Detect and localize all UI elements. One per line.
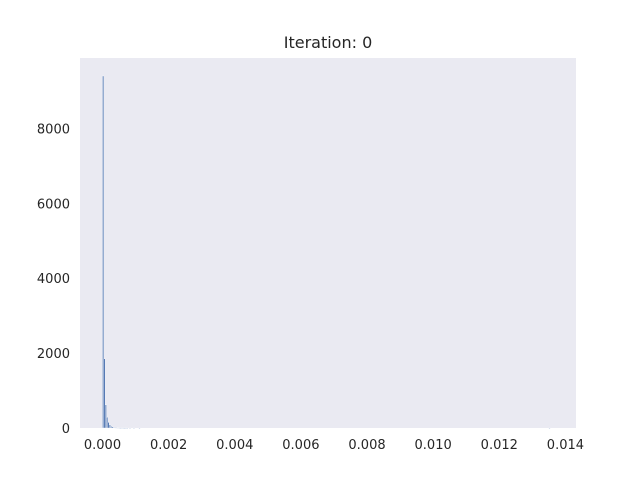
x-tick-label: 0.000 — [84, 438, 121, 453]
histogram-bar — [111, 426, 114, 429]
y-tick-label: 8000 — [37, 122, 70, 137]
chart-title: Iteration: 0 — [284, 33, 373, 52]
histogram-bar — [133, 427, 135, 429]
y-axis-ticks: 0 2000 4000 6000 8000 — [37, 122, 70, 437]
y-tick-label: 4000 — [37, 272, 70, 287]
histogram-bar — [107, 422, 110, 429]
y-tick-label: 2000 — [37, 347, 70, 362]
plot-area — [80, 58, 576, 428]
histogram-bars — [102, 75, 551, 429]
y-tick-label: 0 — [62, 422, 70, 437]
histogram-bar — [108, 424, 111, 429]
histogram-bar — [121, 427, 123, 429]
histogram-bar — [548, 427, 551, 429]
histogram-bar — [104, 404, 107, 429]
x-axis-ticks: 0.000 0.002 0.004 0.006 0.008 0.010 0.012 0.014 — [84, 438, 584, 453]
histogram-bar — [126, 427, 129, 429]
histogram-bar — [103, 358, 106, 429]
histogram-bar — [129, 427, 131, 429]
histogram-bar — [118, 427, 121, 429]
histogram-bar — [114, 427, 117, 429]
x-tick-label: 0.002 — [150, 438, 187, 453]
histogram-bar — [122, 427, 125, 429]
x-tick-label: 0.010 — [415, 438, 452, 453]
x-tick-label: 0.004 — [216, 438, 253, 453]
x-tick-label: 0.006 — [282, 438, 319, 453]
histogram-bar — [102, 75, 105, 429]
histogram-bar — [138, 427, 141, 429]
x-tick-label: 0.014 — [547, 438, 584, 453]
histogram-bar — [115, 427, 118, 429]
x-tick-label: 0.008 — [348, 438, 385, 453]
x-tick-label: 0.012 — [481, 438, 518, 453]
y-tick-label: 6000 — [37, 197, 70, 212]
